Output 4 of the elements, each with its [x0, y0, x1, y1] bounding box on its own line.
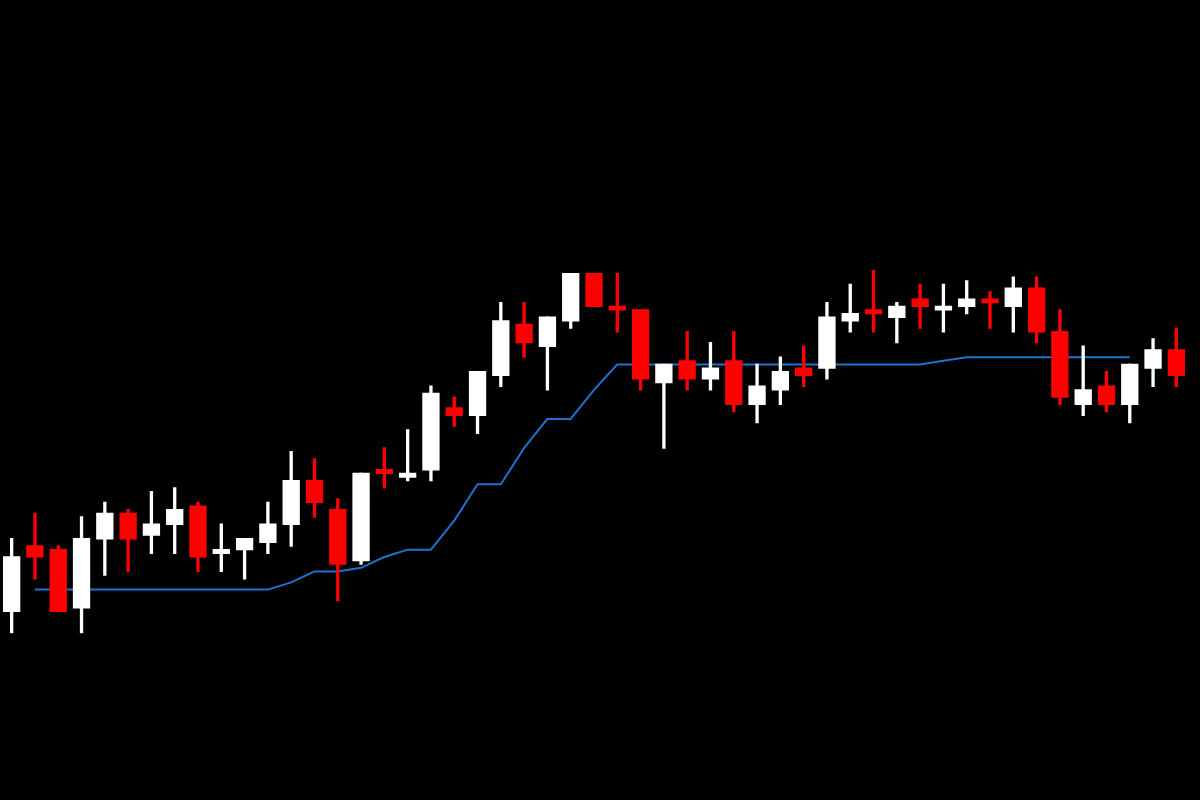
candlestick [911, 283, 929, 329]
candlestick [981, 291, 999, 329]
candlestick [655, 363, 673, 449]
candlestick [26, 512, 44, 580]
